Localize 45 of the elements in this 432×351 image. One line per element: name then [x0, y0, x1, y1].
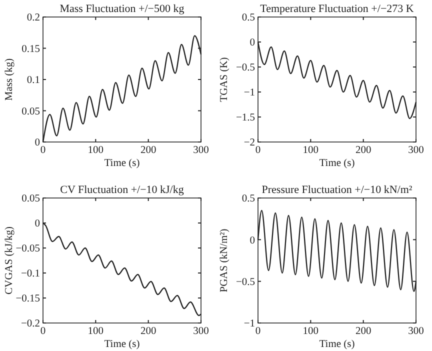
y-tick-label: 0.5 [242, 12, 255, 24]
x-tick-label: 100 [302, 326, 319, 337]
y-tick-label: −0.5 [236, 62, 255, 74]
y-tick-label: −1 [244, 318, 255, 330]
y-tick-label: 0 [250, 38, 255, 49]
y-tick-label: 0.2 [26, 12, 40, 24]
y-tick-label: −0.1 [20, 268, 40, 280]
y-tick-label: 0 [34, 138, 40, 149]
y-tick-label: −0.05 [16, 244, 40, 255]
y-tick-label: −2 [244, 138, 255, 149]
x-axis-title: Time (s) [104, 158, 140, 169]
x-tick-label: 300 [408, 326, 424, 337]
y-tick-label: 0.5 [242, 194, 255, 205]
y-axis-title: CVGAS (kJ/kg) [4, 226, 15, 294]
x-tick-label: 300 [193, 145, 209, 156]
y-tick-label: 0.05 [22, 194, 40, 205]
y-tick-label: 0.1 [26, 75, 40, 86]
x-tick-label: 300 [408, 145, 424, 156]
chart-title: Temperature Fluctuation +/−273 K [260, 3, 414, 15]
y-tick-label: −1 [244, 88, 255, 99]
x-tick-label: 100 [88, 145, 104, 156]
x-axis-title: Time (s) [104, 339, 140, 350]
y-axis-title: TGAS (K) [219, 56, 230, 102]
y-tick-label: 0 [250, 235, 255, 246]
y-axis-title: Mass (kg) [4, 58, 15, 101]
y-tick-label: 0.05 [22, 106, 40, 118]
x-tick-label: 200 [355, 145, 372, 156]
x-tick-label: 200 [140, 145, 156, 156]
chart-title: Mass Fluctuation +/−500 kg [60, 3, 185, 15]
y-tick-label: −0.5 [236, 277, 255, 288]
chart-title: CV Fluctuation +/−10 kJ/kg [60, 184, 184, 196]
x-tick-label: 200 [355, 326, 372, 337]
y-tick-label: −0.2 [20, 318, 40, 330]
chart-title: Pressure Fluctuation +/−10 kN/m² [262, 184, 413, 196]
x-tick-label: 100 [88, 326, 104, 337]
x-axis-title: Time (s) [319, 158, 356, 169]
x-tick-label: 300 [193, 326, 209, 337]
y-axis-title: PGAS (kN/m²) [219, 228, 230, 292]
y-tick-label: −1.5 [236, 112, 255, 124]
y-tick-label: −0.15 [16, 294, 40, 305]
x-axis-title: Time (s) [319, 339, 356, 350]
y-tick-label: 0 [34, 218, 40, 230]
y-tick-label: 0.15 [22, 44, 40, 55]
x-tick-label: 100 [302, 145, 319, 156]
x-tick-label: 200 [140, 326, 156, 337]
